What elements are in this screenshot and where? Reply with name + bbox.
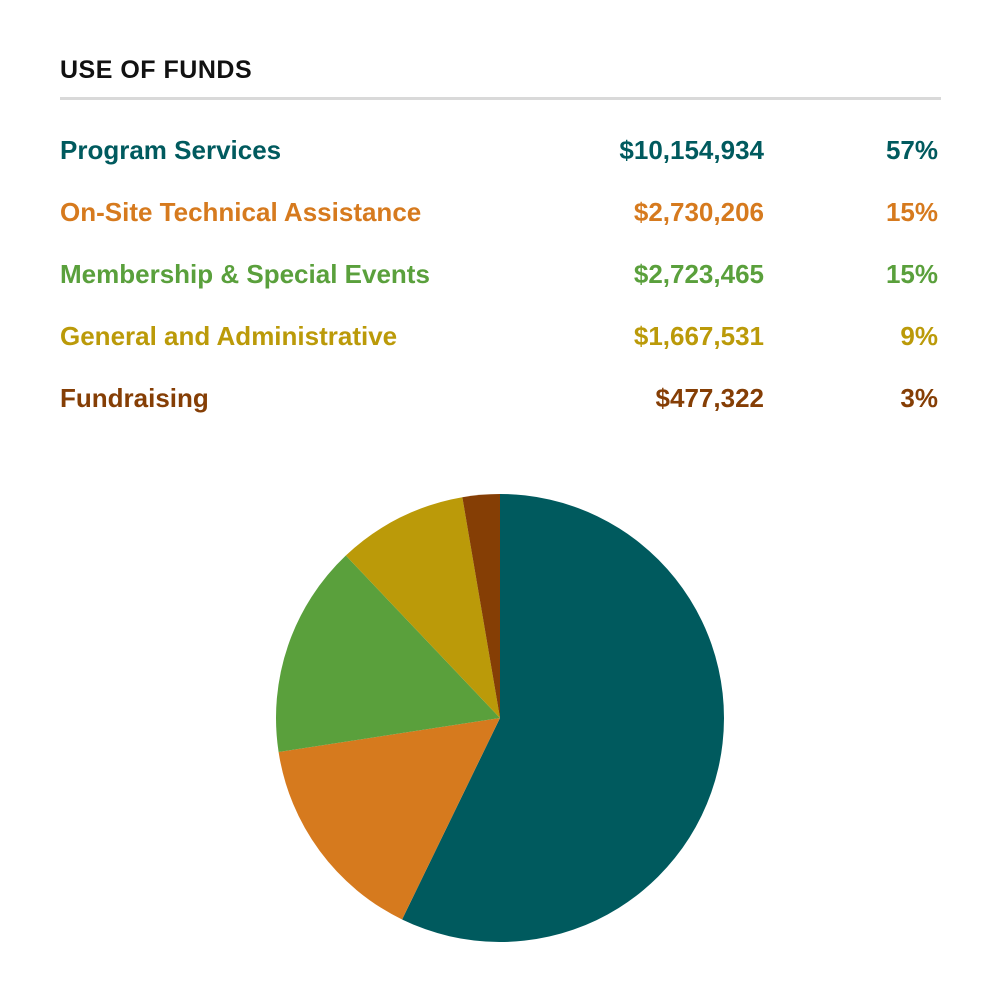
legend-percent: 15% [885, 197, 938, 227]
legend-amount: $10,154,934 [619, 135, 764, 165]
pie-slice-fundraising [462, 494, 500, 718]
pie-slice-on-site-technical-assistance [278, 718, 500, 920]
legend-amount: $1,667,531 [633, 321, 764, 351]
legend-row-membership-special-events: Membership & Special Events $2,723,465 1… [60, 252, 938, 314]
legend-percent: 57% [885, 135, 938, 165]
pie-slice-general-and-administrative [345, 497, 500, 718]
legend-percent: 3% [900, 383, 938, 413]
legend-table: Program Services $10,154,934 57% On-Site… [60, 128, 938, 438]
legend-label: Program Services [60, 135, 282, 165]
legend-row-program-services: Program Services $10,154,934 57% [60, 128, 938, 190]
pie-slice-program-services [402, 494, 724, 942]
legend-label: Membership & Special Events [60, 259, 430, 289]
pie-slice-membership-special-events [276, 555, 500, 752]
pie-chart [276, 494, 724, 942]
legend-row-fundraising: Fundraising $477,322 3% [60, 376, 938, 438]
legend-row-on-site-technical-assistance: On-Site Technical Assistance $2,730,206 … [60, 190, 938, 252]
legend-label: Fundraising [60, 383, 209, 413]
legend-percent: 15% [885, 259, 938, 289]
chart-title: USE OF FUNDS [60, 56, 253, 84]
legend-amount: $2,723,465 [633, 259, 764, 289]
title-divider [60, 97, 941, 100]
legend-row-general-administrative: General and Administrative $1,667,531 9% [60, 314, 938, 376]
legend-amount: $477,322 [655, 383, 764, 413]
legend-label: On-Site Technical Assistance [60, 197, 422, 227]
legend-label: General and Administrative [60, 321, 398, 351]
legend-amount: $2,730,206 [633, 197, 764, 227]
legend-percent: 9% [900, 321, 938, 351]
